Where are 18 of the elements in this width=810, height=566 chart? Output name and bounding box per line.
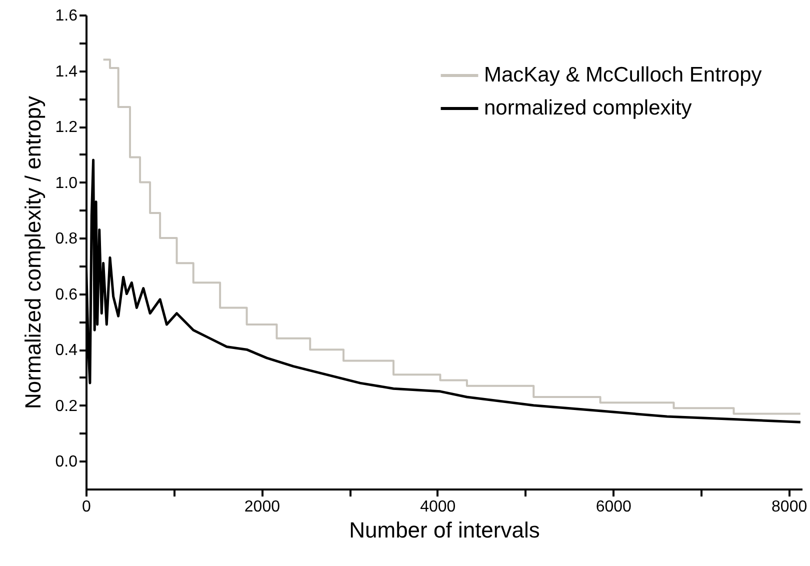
y-tick-label: 0.0 (55, 454, 78, 471)
x-tick-label: 4000 (420, 498, 456, 516)
y-tick-label: 1.0 (55, 174, 78, 192)
legend-label: normalized complexity (484, 96, 692, 120)
x-tick-label: 6000 (596, 498, 632, 516)
y-tick-label: 0.2 (55, 398, 78, 415)
y-tick-label: 0.8 (55, 230, 78, 248)
y-tick-label: 1.2 (55, 119, 78, 136)
y-tick-label: 0.6 (55, 286, 78, 304)
y-tick-label: 1.6 (55, 8, 78, 24)
y-axis-title: Normalized complexity / entropy (20, 96, 46, 410)
x-tick-label: 0 (82, 498, 92, 516)
x-tick-label: 8000 (772, 498, 808, 516)
x-axis-title: Number of intervals (349, 518, 540, 542)
y-tick-label: 1.4 (55, 63, 78, 80)
legend-label: MacKay & McCulloch Entropy (484, 64, 762, 86)
y-tick-label: 0.4 (55, 342, 78, 360)
x-tick-label: 2000 (244, 498, 280, 516)
